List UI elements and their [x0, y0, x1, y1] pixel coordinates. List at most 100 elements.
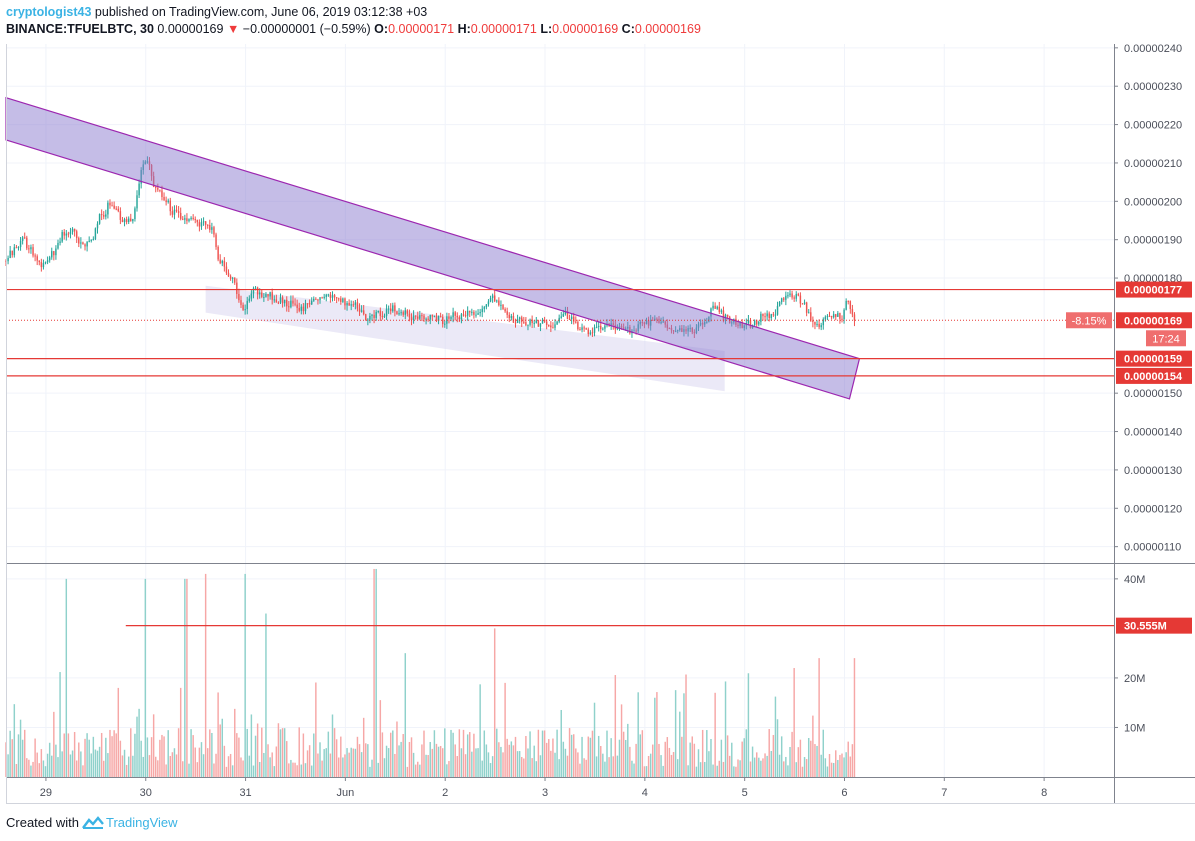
volume-bar [760, 760, 762, 777]
volume-tick-label: 40M [1124, 574, 1145, 586]
volume-bar [487, 752, 490, 777]
candle-body [204, 221, 207, 225]
volume-bar [814, 744, 816, 777]
volume-bar [419, 764, 421, 777]
volume-bar [165, 764, 167, 777]
volume-bar [444, 728, 446, 777]
volume-bar [350, 747, 352, 777]
volume-bar [676, 759, 679, 777]
candle-body [452, 312, 454, 318]
candle-body [508, 314, 510, 319]
candle-body [340, 298, 342, 303]
volume-bar [127, 756, 130, 777]
candle-body [184, 218, 186, 220]
candle-body [352, 304, 355, 306]
volume-bar [531, 758, 533, 777]
volume-bar [747, 673, 750, 777]
volume-bar [830, 762, 833, 777]
candle-body [302, 306, 305, 312]
volume-bar [622, 731, 625, 777]
candle-body [69, 231, 72, 235]
volume-bar [227, 756, 230, 777]
level-layer[interactable] [6, 288, 1114, 627]
candle-body [473, 311, 475, 315]
candle-body [315, 298, 317, 300]
candle-body [111, 205, 113, 207]
volume-bar [726, 735, 729, 777]
volume-bar [783, 761, 785, 777]
volume-bar [807, 737, 810, 777]
author-name[interactable]: cryptologist43 [6, 5, 92, 19]
candle-body [822, 319, 825, 326]
volume-bar [427, 755, 429, 777]
candle-body [718, 306, 721, 312]
candle-body [479, 311, 481, 314]
candle-body [392, 305, 394, 312]
candle-body [385, 308, 388, 316]
volume-bar [140, 740, 142, 777]
volume-bar [851, 744, 854, 777]
current-price-tag-box [1116, 312, 1192, 329]
candle-body [602, 328, 604, 330]
volume-bar [491, 756, 494, 777]
volume-bar [458, 729, 461, 777]
volume-bar [523, 758, 525, 777]
candle-body [317, 299, 319, 301]
volume-bar [602, 753, 604, 777]
volume-bar [132, 755, 134, 777]
candle-body [329, 294, 332, 298]
candle-body [487, 301, 490, 305]
candle-body [429, 315, 431, 320]
candle-body [194, 219, 196, 221]
level-price-tag-box [1116, 367, 1192, 384]
candle-body [71, 228, 74, 232]
volume-bar [554, 752, 556, 777]
candle-body [506, 311, 508, 315]
candle-body [250, 293, 253, 299]
volume-bar [225, 766, 228, 777]
candle-body [758, 321, 760, 325]
candle-body [491, 295, 494, 299]
volume-bar [371, 759, 373, 777]
volume-bar [496, 728, 498, 777]
channel-layer[interactable] [5, 96, 861, 400]
volume-bar [38, 763, 41, 777]
volume-bar [452, 732, 454, 777]
candle-body [344, 298, 346, 306]
volume-bar [670, 754, 673, 777]
volume-bar [780, 736, 783, 777]
time-tick-label: Jun [337, 787, 355, 799]
candle-body [797, 294, 800, 296]
candle-body [169, 200, 172, 212]
candle-body [252, 288, 255, 294]
created-with-label: Created with [6, 815, 79, 830]
volume-bar [113, 730, 115, 777]
light-channel [205, 285, 725, 392]
candle-body [820, 325, 822, 328]
candle-body [475, 314, 477, 316]
volume-bar [720, 739, 723, 777]
candle-body [273, 299, 275, 301]
volume-bar [835, 750, 837, 777]
volume-bar [279, 729, 282, 777]
candle-body [591, 332, 594, 334]
candle-body [177, 211, 180, 213]
candle-body [179, 212, 182, 219]
candle-body [80, 242, 82, 244]
volume-bar [801, 766, 804, 777]
candle-body [427, 318, 429, 320]
candle-body [296, 304, 298, 308]
volume-bar [533, 745, 535, 777]
candle-body [265, 294, 267, 297]
volume-bar [277, 723, 280, 777]
candle-body [595, 326, 598, 328]
volume-bar [654, 697, 656, 777]
volume-bar [198, 747, 201, 777]
high-value: 0.00000171 [470, 22, 537, 36]
tradingview-brand[interactable]: TradingView [105, 815, 178, 830]
candle-body [213, 227, 215, 235]
candle-body [795, 294, 797, 299]
candle-body [134, 208, 136, 220]
volume-bar [828, 754, 831, 777]
